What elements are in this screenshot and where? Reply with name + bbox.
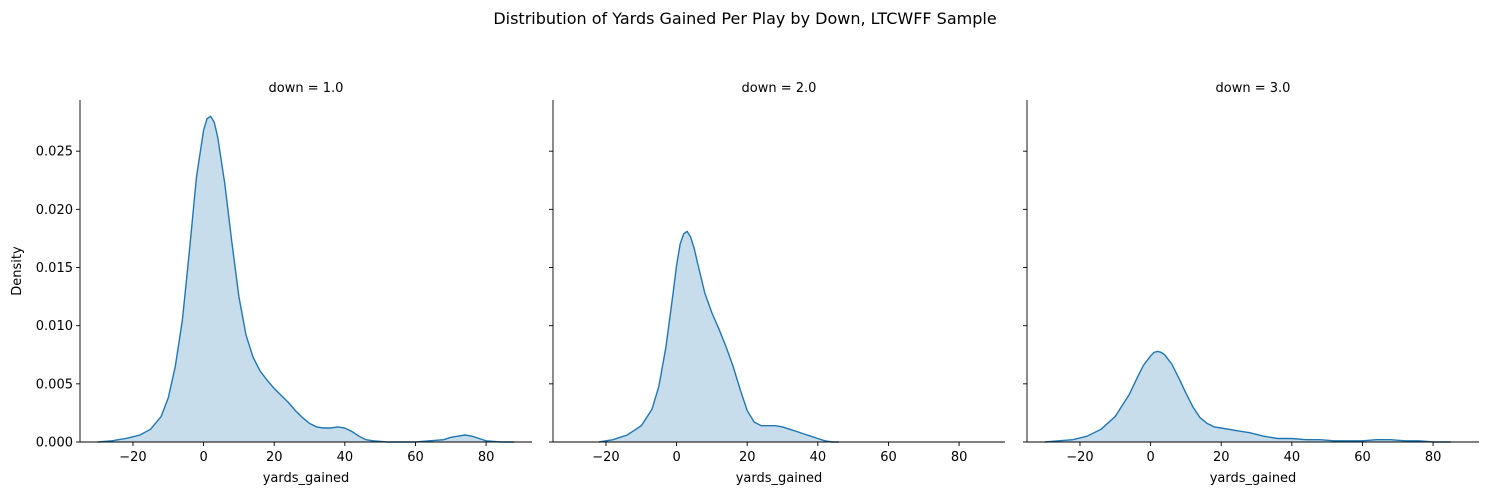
x-tick-label: 20 bbox=[739, 450, 756, 465]
x-tick-label: −20 bbox=[119, 450, 146, 465]
panel-2: down = 2.0 −20 0 20 40 60 80 yards_gained bbox=[549, 81, 1005, 486]
x-tick-label: 40 bbox=[1284, 450, 1301, 465]
x-tick-label: 80 bbox=[1425, 450, 1442, 465]
panel-title: down = 3.0 bbox=[1216, 81, 1291, 96]
y-axis-label: Density bbox=[10, 246, 25, 296]
y-tick-label: 0.025 bbox=[36, 145, 73, 160]
x-tick-label: 80 bbox=[478, 450, 495, 465]
x-tick-label: −20 bbox=[1066, 450, 1093, 465]
x-tick-label: 80 bbox=[951, 450, 968, 465]
x-tick-label: 60 bbox=[1354, 450, 1371, 465]
x-tick-label: 40 bbox=[810, 450, 827, 465]
x-tick-label: 60 bbox=[407, 450, 424, 465]
x-tick-label: 0 bbox=[199, 450, 207, 465]
x-axis-label: yards_gained bbox=[263, 471, 350, 486]
panel-3: down = 3.0 −20 0 20 40 60 80 yards_gained bbox=[1023, 81, 1479, 486]
x-tick-label: 0 bbox=[1146, 450, 1154, 465]
density-fill bbox=[598, 231, 839, 442]
panel-title: down = 1.0 bbox=[269, 81, 344, 96]
x-tick-label: 20 bbox=[266, 450, 283, 465]
x-tick-label: 0 bbox=[672, 450, 680, 465]
density-fill bbox=[97, 116, 515, 443]
density-line bbox=[97, 115, 515, 443]
figure-title: Distribution of Yards Gained Per Play by… bbox=[493, 9, 996, 28]
y-tick-label: 0.000 bbox=[36, 436, 73, 451]
x-axis-label: yards_gained bbox=[1210, 471, 1297, 486]
y-tick-label: 0.010 bbox=[36, 319, 73, 334]
panel-title: down = 2.0 bbox=[742, 81, 817, 96]
density-line bbox=[598, 230, 839, 443]
y-tick-label: 0.020 bbox=[36, 203, 73, 218]
density-fill bbox=[1044, 351, 1451, 442]
panel-1: down = 1.0 −20 0 20 40 60 80 0.000 0.005 0.010 0.0… bbox=[10, 81, 532, 486]
x-tick-label: 40 bbox=[337, 450, 354, 465]
y-tick-label: 0.015 bbox=[36, 261, 73, 276]
y-tick-label: 0.005 bbox=[36, 377, 73, 392]
x-tick-label: 60 bbox=[880, 450, 897, 465]
x-tick-label: −20 bbox=[592, 450, 619, 465]
x-tick-label: 20 bbox=[1213, 450, 1230, 465]
x-axis-label: yards_gained bbox=[736, 471, 823, 486]
density-line bbox=[1044, 350, 1451, 443]
